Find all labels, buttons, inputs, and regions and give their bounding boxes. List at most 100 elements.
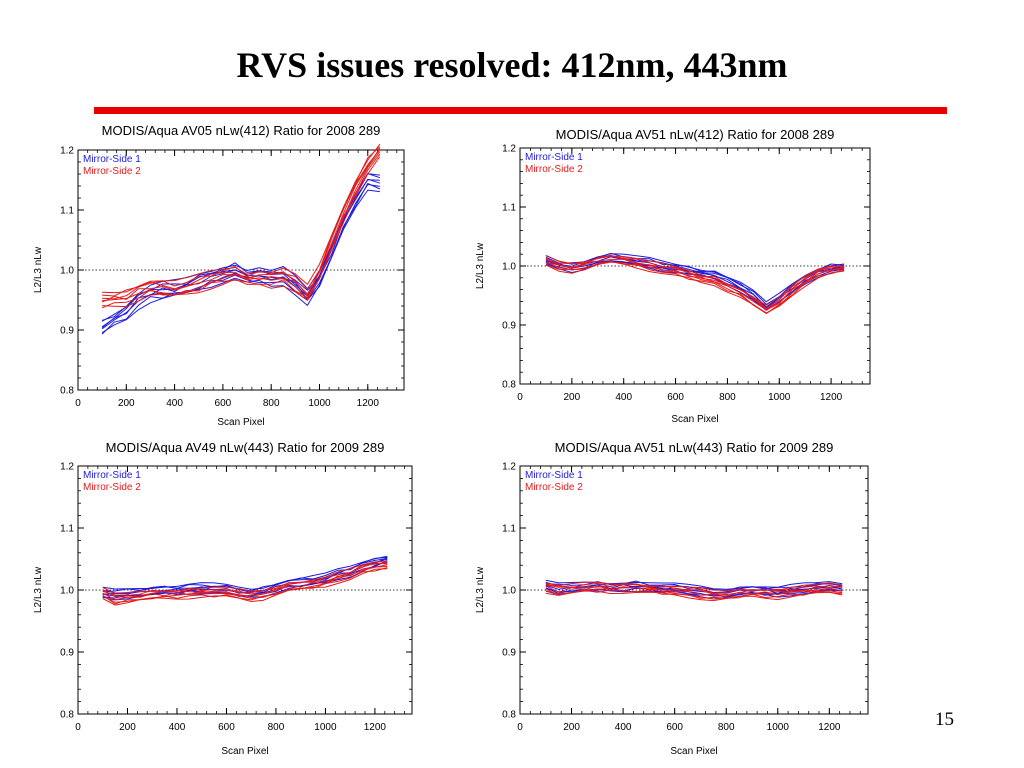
x-tick-label: 400 [615,392,632,403]
legend-entry-mirror-side-2: Mirror-Side 2 [83,166,141,177]
y-tick-label: 1.0 [60,266,74,277]
series-line-mirror-side-2 [102,566,388,603]
y-tick-label: 0.8 [60,710,74,721]
x-axis-label: Scan Pixel [221,746,268,757]
y-tick-label: 0.9 [502,648,516,659]
x-axis-label: Scan Pixel [217,417,264,428]
y-tick-label: 1.0 [502,586,516,597]
series-line-mirror-side-2 [545,255,845,306]
y-axis-label: L2/L3 nLw [475,242,486,289]
x-tick-label: 600 [667,392,684,403]
legend-entry-mirror-side-1: Mirror-Side 1 [83,470,141,481]
x-tick-label: 400 [615,722,632,733]
legend-entry-mirror-side-2: Mirror-Side 2 [83,482,141,493]
chart-svg: MODIS/Aqua AV05 nLw(412) Ratio for 2008 … [33,123,405,428]
series-line-mirror-side-1 [545,587,843,598]
x-tick-label: 800 [718,722,735,733]
x-tick-label: 200 [118,398,135,409]
x-axis-label: Scan Pixel [671,414,718,425]
chart-panel-top-right: MODIS/Aqua AV51 nLw(412) Ratio for 2008 … [470,122,882,430]
x-tick-label: 600 [215,398,232,409]
legend-entry-mirror-side-1: Mirror-Side 1 [83,154,141,165]
chart-title: MODIS/Aqua AV49 nLw(443) Ratio for 2009 … [106,440,385,455]
series-group [545,579,843,602]
y-tick-label: 1.1 [502,203,516,214]
series-line-mirror-side-2 [545,582,843,594]
legend-entry-mirror-side-1: Mirror-Side 1 [525,152,583,163]
y-tick-label: 1.1 [60,524,74,535]
y-tick-label: 0.9 [60,648,74,659]
series-line-mirror-side-2 [545,581,843,591]
x-tick-label: 1000 [768,392,791,403]
series-line-mirror-side-1 [101,189,380,334]
x-tick-label: 400 [166,398,183,409]
y-tick-label: 1.2 [60,146,74,157]
series-line-mirror-side-2 [102,156,381,308]
series-group [545,252,845,314]
x-tick-label: 600 [218,722,235,733]
x-tick-label: 1200 [357,398,380,409]
x-axis-label: Scan Pixel [670,746,717,757]
y-tick-label: 1.0 [502,262,516,273]
x-tick-label: 1200 [364,722,387,733]
y-tick-label: 0.9 [502,321,516,332]
x-tick-label: 0 [517,722,523,733]
x-tick-label: 200 [119,722,136,733]
x-tick-label: 800 [268,722,285,733]
series-line-mirror-side-2 [545,588,843,599]
x-tick-label: 0 [75,398,81,409]
series-line-mirror-side-1 [101,178,381,328]
y-tick-label: 0.8 [60,386,74,397]
series-line-mirror-side-1 [101,179,380,328]
x-tick-label: 1200 [818,722,841,733]
x-tick-label: 1000 [767,722,790,733]
slide-title: RVS issues resolved: 412nm, 443nm [236,45,788,85]
chart-title: MODIS/Aqua AV51 nLw(443) Ratio for 2009 … [555,440,834,455]
chart-panel-top-left: MODIS/Aqua AV05 nLw(412) Ratio for 2008 … [28,118,420,430]
x-tick-label: 800 [719,392,736,403]
y-axis-label: L2/L3 nLw [33,246,44,293]
y-axis-label: L2/L3 nLw [33,566,44,613]
x-tick-label: 1000 [314,722,337,733]
series-line-mirror-side-1 [102,555,388,590]
series-line-mirror-side-2 [102,148,381,300]
title-divider [94,107,947,114]
series-line-mirror-side-2 [102,567,388,605]
series-line-mirror-side-1 [101,182,381,335]
series-line-mirror-side-2 [102,568,388,606]
y-tick-label: 0.8 [502,710,516,721]
x-tick-label: 0 [75,722,81,733]
series-line-mirror-side-1 [545,253,845,303]
y-tick-label: 1.2 [60,462,74,473]
y-tick-label: 1.2 [502,144,516,155]
series-group [102,555,388,606]
x-tick-label: 1200 [820,392,843,403]
chart-title: MODIS/Aqua AV05 nLw(412) Ratio for 2008 … [102,123,381,138]
y-axis-label: L2/L3 nLw [475,566,486,613]
chart-panel-bottom-right: MODIS/Aqua AV51 nLw(443) Ratio for 2009 … [470,433,882,763]
y-tick-label: 1.0 [60,586,74,597]
x-tick-label: 400 [169,722,186,733]
series-line-mirror-side-2 [545,590,843,602]
y-tick-label: 0.9 [60,326,74,337]
series-line-mirror-side-2 [102,143,381,294]
series-line-mirror-side-2 [102,561,388,594]
chart-title: MODIS/Aqua AV51 nLw(412) Ratio for 2008 … [556,127,835,142]
legend-entry-mirror-side-1: Mirror-Side 1 [525,470,583,481]
y-tick-label: 1.2 [502,462,516,473]
series-line-mirror-side-1 [101,173,380,322]
series-line-mirror-side-2 [101,147,381,303]
x-tick-label: 1000 [308,398,331,409]
page-number: 15 [935,709,954,730]
series-line-mirror-side-2 [545,261,845,314]
series-group [101,143,381,335]
y-tick-label: 0.8 [502,380,516,391]
chart-svg: MODIS/Aqua AV49 nLw(443) Ratio for 2009 … [33,440,413,757]
y-tick-label: 1.1 [502,524,516,535]
x-tick-label: 200 [564,392,581,403]
chart-svg: MODIS/Aqua AV51 nLw(412) Ratio for 2008 … [475,127,871,425]
chart-panel-bottom-left: MODIS/Aqua AV49 nLw(443) Ratio for 2009 … [28,433,420,763]
chart-svg: MODIS/Aqua AV51 nLw(443) Ratio for 2009 … [475,440,869,757]
legend-entry-mirror-side-2: Mirror-Side 2 [525,482,583,493]
x-tick-label: 0 [517,392,523,403]
